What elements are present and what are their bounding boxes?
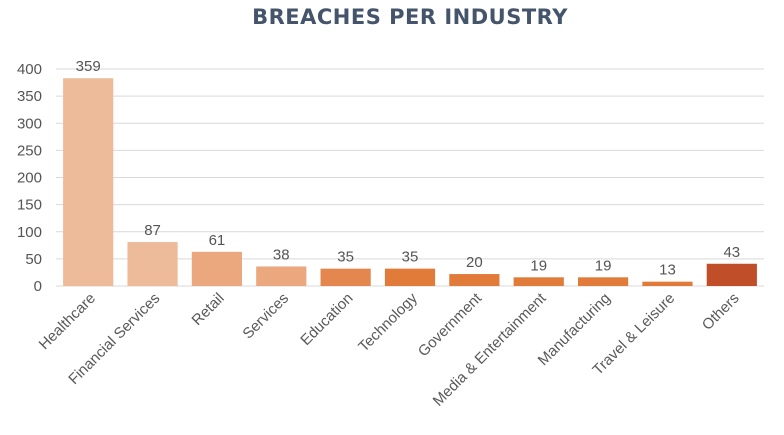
data-label: 35: [402, 249, 419, 266]
data-labels: 359 87 61 38 35 35 20 19 19 13 43: [76, 58, 740, 278]
data-label: 359: [76, 58, 101, 75]
x-tick-label: Media & Entertainment: [430, 289, 550, 409]
x-tick-label: Services: [239, 290, 292, 343]
data-label: 35: [337, 249, 354, 266]
bar: [127, 242, 178, 286]
bar: [256, 266, 307, 286]
bar: [63, 78, 114, 286]
bar: [384, 268, 436, 286]
data-label: 13: [659, 262, 676, 279]
data-label: 61: [209, 232, 226, 249]
data-label: 20: [466, 254, 483, 271]
bar: [191, 251, 243, 286]
data-label: 43: [723, 244, 740, 261]
y-tick-label: 0: [34, 278, 42, 295]
bar: [513, 277, 564, 286]
x-tick-label: Technology: [355, 289, 421, 355]
x-tick-label: Healthcare: [36, 290, 99, 353]
data-label: 38: [273, 246, 290, 263]
data-label: 19: [530, 257, 547, 274]
bar: [577, 277, 629, 286]
bar: [449, 274, 500, 286]
bar: [320, 268, 371, 286]
y-tick-label: 350: [17, 88, 42, 105]
y-tick-label: 250: [17, 142, 42, 159]
y-tick-label: 400: [17, 61, 42, 78]
chart-title: BREACHES PER INDUSTRY: [252, 5, 568, 29]
y-axis-ticks: 0 50 100 150 200 250 300 350 400: [17, 61, 42, 295]
bars: [63, 78, 757, 286]
x-tick-label: Government: [415, 289, 486, 360]
x-tick-label: Others: [699, 290, 743, 334]
y-tick-label: 300: [17, 115, 42, 132]
data-label: 19: [595, 257, 612, 274]
x-tick-label: Retail: [189, 290, 228, 329]
y-tick-label: 50: [25, 251, 42, 268]
y-tick-label: 150: [17, 197, 42, 214]
y-tick-label: 100: [17, 224, 42, 241]
bar: [642, 281, 693, 286]
data-label: 87: [144, 222, 161, 239]
y-tick-label: 200: [17, 170, 42, 187]
bar: [706, 263, 757, 286]
x-tick-label: Education: [297, 290, 356, 349]
